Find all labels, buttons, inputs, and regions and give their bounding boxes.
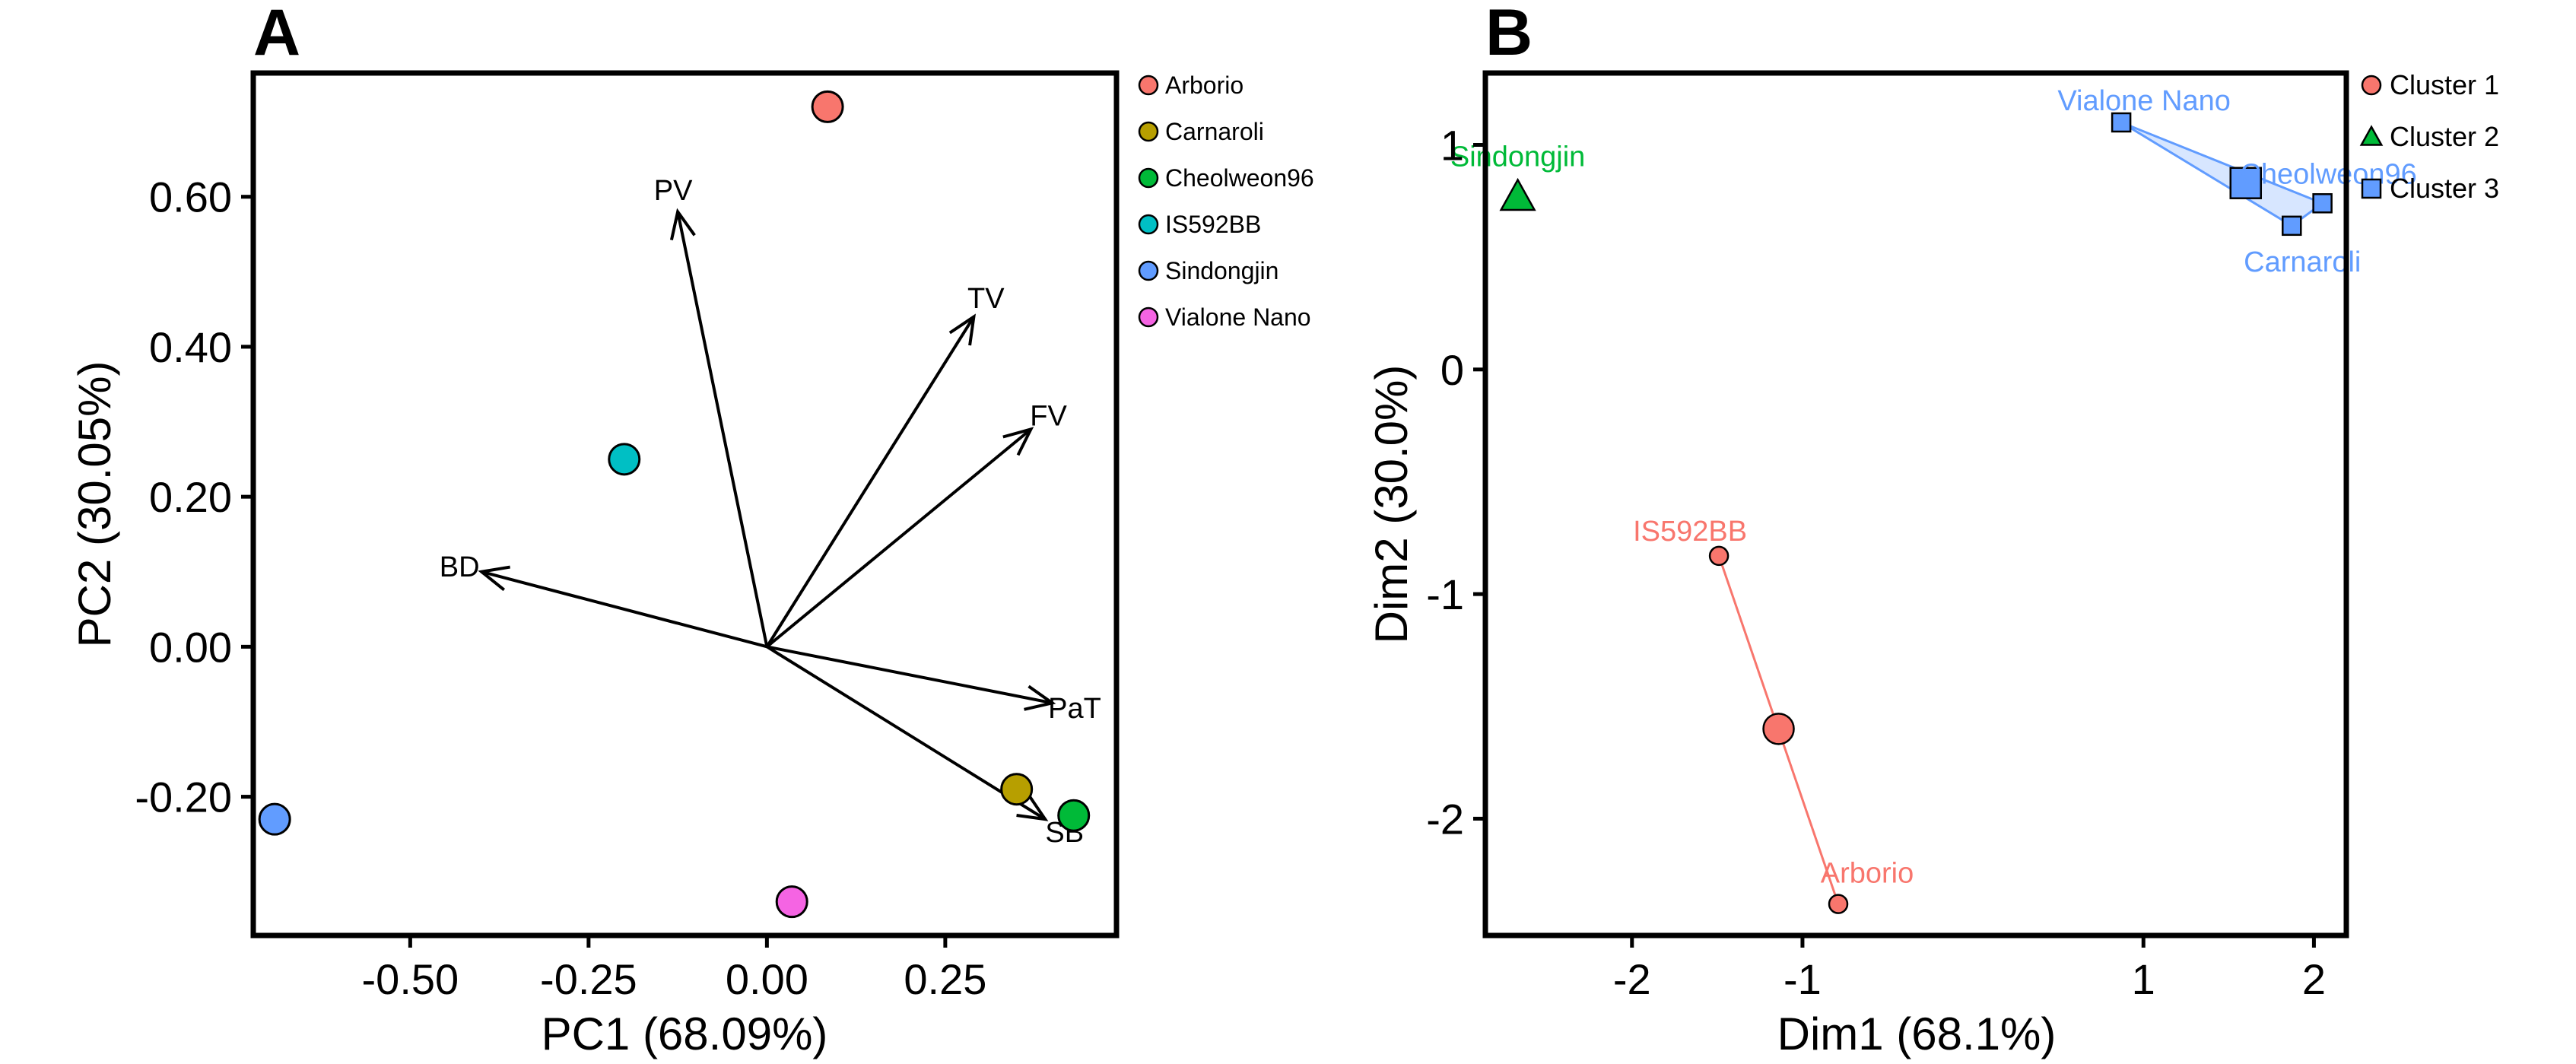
y-tick-label: 1: [1440, 122, 1464, 170]
point-carnaroli: [2282, 215, 2302, 237]
x-axis-title-a: PC1 (68.09%): [542, 1008, 828, 1059]
point-sindongjin: [258, 802, 291, 836]
point-arborio: [1828, 894, 1849, 914]
legend-swatch-cluster-3: [2361, 178, 2382, 199]
y-tick-label: -1: [1426, 570, 1464, 618]
point-cheolweon96: [2312, 193, 2333, 214]
y-tick-label: 0: [1440, 346, 1464, 394]
cluster-hulls: [1717, 121, 2325, 905]
legend-label-cheolweon96: Cheolweon96: [1165, 164, 1314, 192]
y-axis-title-a: PC2 (30.05%): [69, 361, 120, 648]
point-vialone-nano: [775, 885, 808, 919]
legend-a: Arborio Carnaroli Cheolweon96 IS592BB Sindon…: [1138, 71, 1314, 331]
legend-label-sindongjin: Sindongjin: [1165, 257, 1278, 284]
vector-sb: [766, 645, 1047, 821]
arrowhead-tv: [948, 313, 977, 346]
arrowhead-bd: [478, 565, 510, 592]
arrowhead-pv: [669, 208, 696, 240]
y-axis-ticks-a: -0.20 0.00 0.20 0.40 0.60: [135, 173, 253, 821]
x-axis-ticks-a: -0.50 -0.25 0.00 0.25: [362, 935, 986, 1003]
point-labels: Sindongjin Vialone Nano Cheolweon96 Carnaro…: [1450, 85, 2417, 890]
x-tick-label: -2: [1613, 955, 1651, 1003]
point-label-is592bb: IS592BB: [1633, 516, 1747, 548]
panel-letter-a: A: [253, 0, 300, 69]
legend-swatch-carnaroli: [1138, 121, 1159, 142]
x-tick-label: 2: [2302, 955, 2326, 1003]
y-axis-title-b: Dim2 (30.0%): [1366, 365, 1417, 644]
panel-b-cluster-plot: Sindongjin Vialone Nano Cheolweon96 Carnaro…: [1366, 69, 2499, 1059]
legend-label-cluster-3: Cluster 3: [2390, 173, 2499, 204]
point-label-vialone-nano: Vialone Nano: [2057, 85, 2230, 117]
arrowhead-pat: [1024, 684, 1056, 711]
arrowhead-fv: [1002, 427, 1034, 456]
legend-swatch-cluster-1: [2361, 75, 2382, 96]
vector-tv: [765, 316, 976, 648]
legend-label-vialone-nano: Vialone Nano: [1165, 303, 1311, 331]
legend-swatch-arborio: [1138, 75, 1159, 96]
point-cheolweon96: [1057, 799, 1091, 832]
point-is592bb: [1708, 545, 1730, 567]
vector-pat: [766, 645, 1053, 705]
legend-label-cluster-1: Cluster 1: [2390, 69, 2499, 100]
point-is592bb: [608, 443, 641, 476]
y-tick-label: 0.40: [149, 323, 232, 371]
y-tick-label: 0.60: [149, 173, 232, 221]
point-vialone-nano: [2111, 112, 2132, 133]
x-tick-label: -0.50: [362, 955, 459, 1003]
vector-bd: [481, 570, 767, 649]
x-tick-label: -0.25: [540, 955, 637, 1003]
point-arborio: [811, 90, 844, 123]
y-tick-label: -0.20: [135, 773, 232, 821]
vector-pv: [676, 211, 769, 647]
legend-label-cluster-2: Cluster 2: [2390, 121, 2499, 152]
legend-b: Cluster 1 Cluster 2 Cluster 3: [2359, 69, 2499, 204]
legend-label-arborio: Arborio: [1165, 71, 1244, 99]
x-tick-label: 0.25: [904, 955, 986, 1003]
point-label-cheolweon96: Cheolweon96: [2240, 158, 2416, 190]
y-tick-label: 0.00: [149, 623, 232, 671]
legend-label-carnaroli: Carnaroli: [1165, 118, 1264, 145]
arrowhead-sb: [1016, 794, 1049, 821]
vector-label-pat: PaT: [1048, 693, 1101, 725]
panel-letter-b: B: [1485, 0, 1533, 69]
point-label-arborio: Arborio: [1821, 858, 1914, 890]
legend-label-is592bb: IS592BB: [1165, 211, 1261, 238]
vector-fv: [766, 427, 1032, 648]
vector-label-fv: FV: [1030, 400, 1067, 432]
centroid-cluster-3: [2229, 167, 2262, 199]
point-label-carnaroli: Carnaroli: [2244, 246, 2361, 278]
y-axis-ticks-b: -2 -1 0 1: [1426, 122, 1485, 843]
point-label-sindongjin: Sindongjin: [1450, 141, 1585, 173]
legend-swatch-is592bb: [1138, 214, 1159, 235]
y-tick-label: -2: [1426, 795, 1464, 843]
x-tick-label: -1: [1784, 955, 1822, 1003]
cluster-points: [1499, 112, 2333, 914]
vector-label-tv: TV: [967, 283, 1005, 315]
legend-swatch-cluster-2: [2359, 125, 2384, 146]
plot-frame-a: [250, 70, 1120, 939]
y-tick-label: 0.20: [149, 473, 232, 521]
point-sindongjin: [1499, 177, 1536, 211]
sample-points: [258, 90, 1091, 919]
x-axis-title-b: Dim1 (68.1%): [1777, 1008, 2057, 1059]
legend-swatch-sindongjin: [1138, 260, 1159, 281]
point-carnaroli: [1000, 773, 1034, 806]
x-axis-ticks-b: -2 -1 1 2: [1613, 935, 2326, 1003]
vector-label-bd: BD: [440, 551, 480, 583]
cluster-3-hull: [2120, 121, 2325, 227]
legend-swatch-cheolweon96: [1138, 167, 1159, 189]
legend-swatch-vialone-nano: [1138, 306, 1159, 328]
x-tick-label: 0.00: [726, 955, 808, 1003]
vector-label-pv: PV: [654, 175, 693, 207]
centroid-cluster-1: [1762, 713, 1795, 745]
x-tick-label: 1: [2132, 955, 2155, 1003]
plot-frame-b: [1482, 70, 2349, 939]
